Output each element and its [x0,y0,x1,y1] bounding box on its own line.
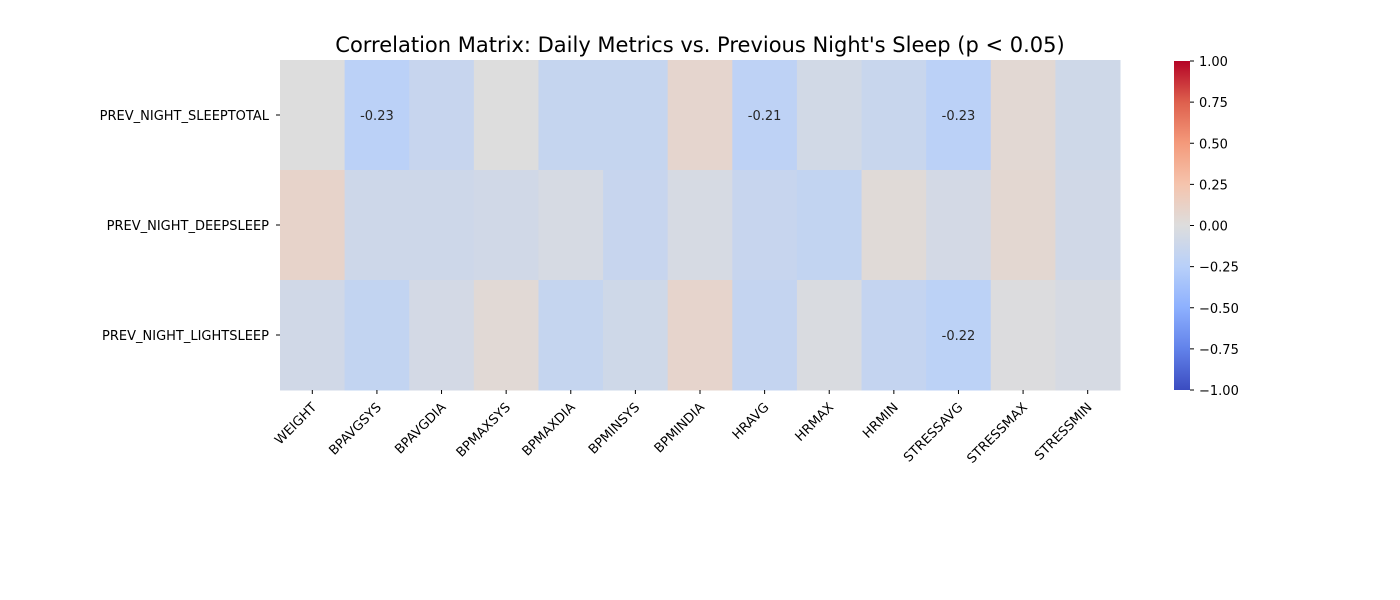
heatmap-cell [667,280,733,391]
x-tick-label: BPAVGSYS [326,400,384,458]
heatmap-cell [796,170,863,281]
heatmap-cell [1055,170,1121,281]
heatmap-cell [280,60,346,171]
y-tick-label: PREV_NIGHT_SLEEPTOTAL [100,109,270,124]
heatmap-cell [990,60,1056,171]
x-tick-label: STRESSMAX [964,400,1031,467]
x-tick-label: BPMAXSYS [454,400,514,460]
heatmap-cell [538,170,604,281]
x-tick-label: BPMINSYS [586,400,643,457]
heatmap-cell [538,280,604,391]
colorbar-tick-label: 0.00 [1199,220,1228,235]
heatmap-cell [280,280,346,391]
heatmap-cell [1055,280,1121,391]
heatmap-cell [344,170,410,281]
colorbar-tick-label: −1.00 [1199,384,1239,399]
heatmap-cell [796,280,863,391]
x-tick-label: WEIGHT [272,400,320,448]
x-tick-label: BPAVGDIA [392,400,449,457]
colorbar-gradient [1174,61,1190,390]
heatmap-cell [796,60,863,171]
colorbar-tick-label: 0.25 [1199,178,1228,193]
y-axis: PREV_NIGHT_SLEEPTOTAL PREV_NIGHT_DEEPSLEE… [100,109,280,344]
heatmap-cell [344,60,410,171]
x-tick-label: BPMAXDIA [520,400,579,459]
x-tick-label: HRMAX [793,400,837,444]
heatmap-cell [990,280,1056,391]
heatmap-cell [409,170,475,281]
heatmap-cell [409,60,475,171]
x-tick-label: BPMINDIA [652,400,708,456]
heatmap-cell [861,280,927,391]
colorbar-tick-label: 0.50 [1199,137,1228,152]
chart-title: Correlation Matrix: Daily Metrics vs. Pr… [335,33,1064,57]
heatmap-cell [473,60,539,171]
heatmap-cell [473,280,539,391]
cell-annotation: -0.23 [942,109,976,124]
heatmap-annotations: -0.23 -0.21 -0.23 -0.22 [360,109,975,344]
heatmap-cell [861,170,927,281]
heatmap-cell [409,280,475,391]
heatmap-cell [732,170,798,281]
heatmap-cell [603,60,669,171]
colorbar-tick-label: 0.75 [1199,96,1228,111]
heatmap-cell [667,170,733,281]
cell-annotation: -0.21 [748,109,782,124]
heatmap-cell [603,170,669,281]
colorbar: 1.00 0.75 0.50 0.25 0.00 −0.25 −0.50 −0.75 −1.00 [1174,55,1239,399]
cell-annotation: -0.22 [942,329,976,344]
x-tick-label: STRESSMIN [1032,400,1095,463]
heatmap-cell [861,60,927,171]
heatmap-cells [280,60,1121,391]
x-tick-label: HRMIN [860,400,901,441]
colorbar-tick-label: −0.50 [1199,302,1239,317]
colorbar-tick-label: −0.25 [1199,261,1239,276]
heatmap-cell [473,170,539,281]
x-tick-label: STRESSAVG [901,400,966,465]
heatmap-cell [926,170,992,281]
y-tick-label: PREV_NIGHT_DEEPSLEEP [107,219,270,234]
heatmap-cell [538,60,604,171]
heatmap-cell [732,280,798,391]
colorbar-tick-label: 1.00 [1199,55,1228,70]
heatmap-cell [926,280,992,391]
heatmap-cell [732,60,798,171]
heatmap-cell [926,60,992,171]
heatmap-cell [667,60,733,171]
heatmap-cell [344,280,410,391]
heatmap-cell [990,170,1056,281]
heatmap-cell [280,170,346,281]
x-tick-label: HRAVG [730,400,773,443]
heatmap-cell [1055,60,1121,171]
heatmap-cell [603,280,669,391]
y-tick-label: PREV_NIGHT_LIGHTSLEEP [102,329,269,344]
colorbar-tick-label: −0.75 [1199,343,1239,358]
x-axis: WEIGHT BPAVGSYS BPAVGDIA BPMAXSYS BPMAXDIA BP… [272,390,1096,467]
cell-annotation: -0.23 [360,109,394,124]
